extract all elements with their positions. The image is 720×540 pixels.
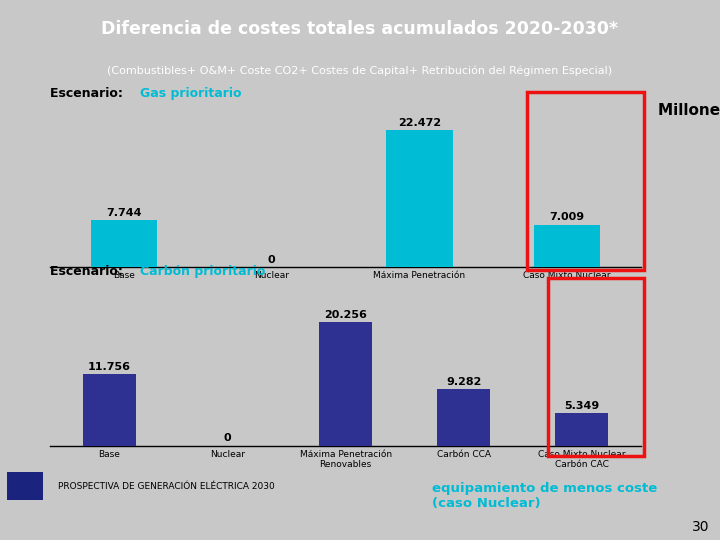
Text: 30: 30 xyxy=(692,520,709,534)
Text: 11.756: 11.756 xyxy=(88,362,131,372)
Text: Escenario:: Escenario: xyxy=(50,265,127,278)
Bar xyxy=(437,389,490,446)
Text: 9.282: 9.282 xyxy=(446,377,482,387)
Text: Escenario:: Escenario: xyxy=(50,87,127,100)
Bar xyxy=(555,413,608,446)
Bar xyxy=(91,220,158,267)
Text: 7.744: 7.744 xyxy=(107,208,142,218)
Bar xyxy=(7,472,43,500)
Bar xyxy=(83,374,136,445)
Text: Gas prioritario: Gas prioritario xyxy=(140,87,242,100)
Bar xyxy=(386,130,453,267)
Text: 20.256: 20.256 xyxy=(324,310,367,320)
Text: 0: 0 xyxy=(224,433,231,443)
Text: 5.349: 5.349 xyxy=(564,401,599,411)
Text: 0: 0 xyxy=(268,255,276,265)
Text: Carbón prioritario: Carbón prioritario xyxy=(140,265,266,278)
Text: 22.472: 22.472 xyxy=(398,118,441,128)
Text: Diferencia de costes totales acumulados 2020-2030*: Diferencia de costes totales acumulados … xyxy=(102,20,618,38)
Text: 7.009: 7.009 xyxy=(549,212,585,222)
Text: PROSPECTIVA DE GENERACIÓN ELÉCTRICA 2030: PROSPECTIVA DE GENERACIÓN ELÉCTRICA 2030 xyxy=(58,482,274,491)
Text: (Combustibles+ O&M+ Coste CO2+ Costes de Capital+ Retribución del Régimen Especi: (Combustibles+ O&M+ Coste CO2+ Costes de… xyxy=(107,65,613,76)
Text: Millones €: Millones € xyxy=(658,103,720,118)
Bar xyxy=(534,225,600,267)
Bar xyxy=(319,322,372,446)
Text: equipamiento de menos coste
(caso Nuclear): equipamiento de menos coste (caso Nuclea… xyxy=(432,482,657,510)
